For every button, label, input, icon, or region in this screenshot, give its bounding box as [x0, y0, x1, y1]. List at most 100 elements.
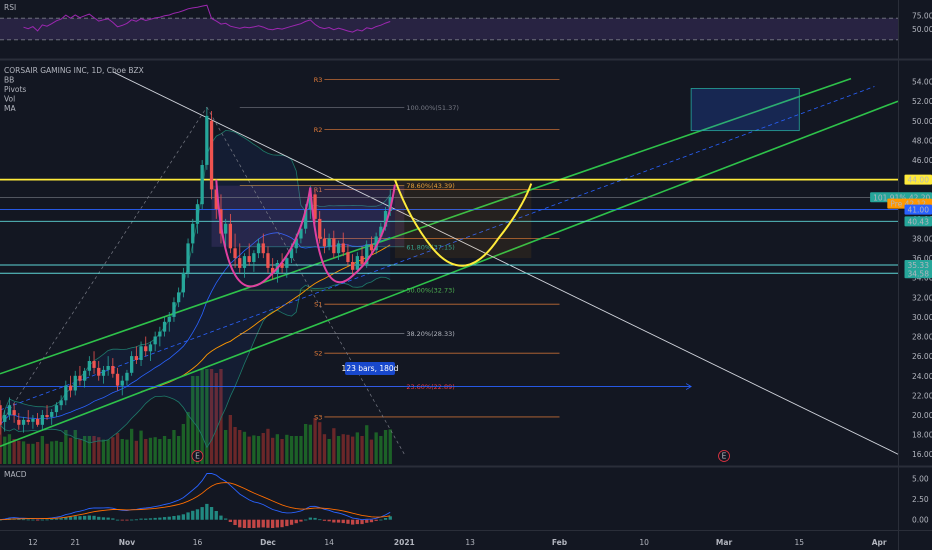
candle-body: [285, 258, 289, 268]
macd-histogram-bar: [289, 519, 294, 525]
price-tick: 22.00: [912, 391, 932, 400]
macd-histogram-bar: [162, 517, 167, 520]
candle-body: [379, 226, 383, 237]
macd-pane[interactable]: [0, 472, 392, 528]
volume-bar: [346, 434, 350, 464]
pivot-label: R2: [314, 126, 323, 134]
candle-body: [294, 238, 298, 249]
macd-histogram-bar: [111, 518, 115, 520]
macd-histogram-bar: [181, 514, 185, 520]
price-tag-text: 40.43: [908, 217, 930, 226]
volume-bar: [130, 428, 134, 464]
macd-histogram-bar: [130, 519, 134, 521]
volume-bar: [92, 436, 96, 464]
volume-bar: [379, 436, 383, 464]
volume-bar: [101, 439, 106, 464]
candle-body: [130, 356, 134, 373]
cup-zone: [394, 179, 532, 259]
macd-histogram-bar: [228, 519, 232, 522]
macd-histogram-bar: [97, 516, 101, 520]
macd-histogram-bar: [242, 519, 247, 528]
macd-histogram-bar: [64, 517, 68, 520]
volume-bar: [280, 439, 284, 464]
macd-histogram-bar: [101, 517, 106, 520]
candle-body: [0, 405, 2, 425]
price-tag-text: 44.00: [908, 176, 930, 185]
time-tick: Mar: [716, 538, 733, 547]
main-legend[interactable]: CORSAIR GAMING INC, 1D, Cboe BZXBBPivots…: [4, 66, 144, 113]
volume-bar: [219, 369, 223, 464]
bollinger-lower: [0, 276, 391, 449]
indicator-name[interactable]: MA: [4, 104, 16, 113]
price-tag: [904, 216, 932, 227]
volume-bar: [0, 421, 2, 464]
macd-histogram-bar: [17, 519, 21, 520]
price-tick: 32.00: [912, 293, 932, 302]
candle-body: [195, 204, 200, 224]
candle-body: [383, 211, 388, 227]
volume-bar: [144, 439, 148, 464]
drawings[interactable]: [0, 71, 898, 455]
volume-bar: [261, 433, 265, 464]
macd-tick: 0.00: [912, 516, 929, 525]
macd-histogram-bar: [40, 519, 44, 521]
rsi-price-axis[interactable]: 75.00 50.00: [912, 12, 932, 35]
price-tick: 16.00: [912, 450, 932, 459]
volume-bar: [242, 431, 247, 464]
time-tick: Dec: [260, 538, 276, 547]
price-tick: 28.00: [912, 333, 932, 342]
candles: [0, 107, 392, 435]
volume-bar: [97, 437, 101, 464]
candle-body: [205, 115, 209, 165]
candle-body: [242, 256, 247, 268]
symbol-title[interactable]: CORSAIR GAMING INC, 1D, Cboe BZX: [4, 66, 144, 75]
macd-histogram-bar: [78, 516, 82, 520]
main-pane[interactable]: R3 R2 R1 P S1 S2 S3 100.00%(51.37) 78.60%(43.39…: [0, 71, 898, 464]
macd-histogram-bar: [360, 519, 364, 525]
volume-bar: [17, 440, 21, 464]
time-tick: 10: [639, 538, 649, 547]
volume-bar: [83, 436, 87, 464]
macd-histogram-bar: [271, 519, 275, 528]
indicator-name[interactable]: Pivots: [4, 85, 26, 94]
macd-histogram-bar: [383, 518, 388, 520]
volume-bar: [332, 428, 336, 464]
indicator-name[interactable]: Vol: [4, 95, 15, 104]
candle-body: [200, 165, 204, 205]
volume-bar: [31, 443, 35, 464]
volume-bar: [7, 434, 12, 464]
volume-bar: [233, 427, 237, 464]
volume-bar: [64, 430, 68, 464]
candle-body: [304, 209, 308, 229]
volume-bar: [383, 430, 388, 464]
macd-histogram-bar: [379, 519, 383, 521]
macd-histogram-bar: [308, 517, 312, 520]
macd-histogram-bar: [45, 519, 49, 521]
time-axis[interactable]: 12 21 Nov 16 Dec 14 2021 13 Feb 10 Mar 15 Apr: [28, 538, 887, 547]
rsi-pane[interactable]: [0, 4, 898, 41]
candle-body: [346, 252, 350, 262]
candle-body: [26, 419, 30, 422]
price-tick: 36.00: [912, 254, 932, 263]
volume-bar: [341, 434, 345, 464]
candle-body: [266, 253, 270, 268]
volume-bar: [191, 376, 195, 464]
earnings-event-marker: [718, 450, 730, 462]
time-tick: 15: [794, 538, 804, 547]
candle-body: [360, 256, 364, 264]
candle-body: [83, 370, 87, 381]
macd-histogram-bar: [318, 519, 322, 521]
macd-price-axis[interactable]: 5.00 2.50 0.00: [912, 474, 929, 524]
pivot-levels: R3 R2 R1 P S1 S2 S3: [314, 76, 560, 421]
candle-body: [318, 218, 322, 239]
macd-histogram-bar: [285, 519, 289, 527]
macd-histogram-bar: [83, 515, 87, 520]
volume-bar: [374, 432, 378, 464]
macd-histogram-bar: [224, 518, 228, 520]
pivot-label: S3: [314, 413, 322, 421]
volume-bar: [134, 440, 138, 464]
volume-bar: [78, 439, 82, 464]
indicator-name[interactable]: BB: [4, 76, 14, 85]
